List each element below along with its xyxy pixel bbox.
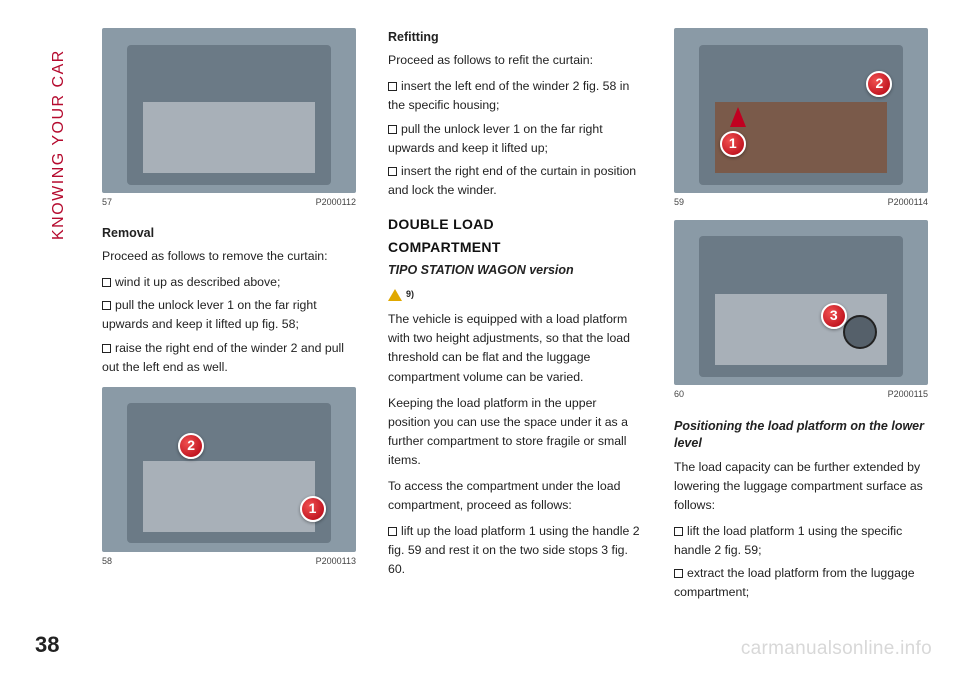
figure-59: 1 2 (674, 28, 928, 193)
callout-3: 3 (821, 303, 847, 329)
side-tab: KNOWING YOUR CAR (48, 30, 70, 260)
warning-triangle-icon (388, 289, 402, 301)
removal-step-1: wind it up as described above; (102, 273, 356, 292)
heading-positioning: Positioning the load platform on the low… (674, 418, 928, 452)
figure-58-caption: 58 P2000113 (102, 555, 356, 569)
warning-number: 9) (406, 288, 414, 302)
dlc-p2: Keeping the load platform in the upper p… (388, 394, 642, 470)
removal-step-2: pull the unlock lever 1 on the far right… (102, 296, 356, 334)
fig-code: P2000113 (316, 555, 356, 569)
pos-step-1: lift the load platform 1 using the speci… (674, 522, 928, 560)
heading-refitting: Refitting (388, 28, 642, 47)
refit-step-2: pull the unlock lever 1 on the far right… (388, 120, 642, 158)
pos-step-2: extract the load platform from the lugga… (674, 564, 928, 602)
dlc-step-1: lift up the load platform 1 using the ha… (388, 522, 642, 579)
fig-num: 59 (674, 196, 684, 210)
warning-icon-row: 9) (388, 288, 642, 302)
figure-59-caption: 59 P2000114 (674, 196, 928, 210)
fig-num: 57 (102, 196, 112, 210)
up-arrow-icon (730, 107, 746, 127)
heading-double-load-1: DOUBLE LOAD (388, 214, 642, 236)
removal-intro: Proceed as follows to remove the curtain… (102, 247, 356, 266)
heading-double-load-2: COMPARTMENT (388, 237, 642, 259)
page-number: 38 (35, 632, 59, 658)
fig-num: 60 (674, 388, 684, 402)
figure-57-caption: 57 P2000112 (102, 196, 356, 210)
figure-60: 3 (674, 220, 928, 385)
callout-1: 1 (720, 131, 746, 157)
fig-code: P2000115 (888, 388, 928, 402)
fig-code: P2000114 (888, 196, 928, 210)
fig-code: P2000112 (316, 196, 356, 210)
heading-version: TIPO STATION WAGON version (388, 261, 642, 280)
fig-num: 58 (102, 555, 112, 569)
refit-intro: Proceed as follows to refit the curtain: (388, 51, 642, 70)
refit-step-3: insert the right end of the curtain in p… (388, 162, 642, 200)
content-columns: 57 P2000112 Removal Proceed as follows t… (102, 28, 928, 618)
column-2: Refitting Proceed as follows to refit th… (388, 28, 642, 618)
dlc-p3: To access the compartment under the load… (388, 477, 642, 515)
pos-p1: The load capacity can be further extende… (674, 458, 928, 515)
column-1: 57 P2000112 Removal Proceed as follows t… (102, 28, 356, 618)
callout-1: 1 (300, 496, 326, 522)
watermark: carmanualsonline.info (741, 638, 932, 660)
column-3: 1 2 59 P2000114 3 60 P2000115 Positionin… (674, 28, 928, 618)
refit-step-1: insert the left end of the winder 2 fig.… (388, 77, 642, 115)
heading-removal: Removal (102, 224, 356, 243)
callout-2: 2 (178, 433, 204, 459)
figure-60-caption: 60 P2000115 (674, 388, 928, 402)
figure-58: 2 1 (102, 387, 356, 552)
removal-step-3: raise the right end of the winder 2 and … (102, 339, 356, 377)
figure-57 (102, 28, 356, 193)
dlc-p1: The vehicle is equipped with a load plat… (388, 310, 642, 386)
